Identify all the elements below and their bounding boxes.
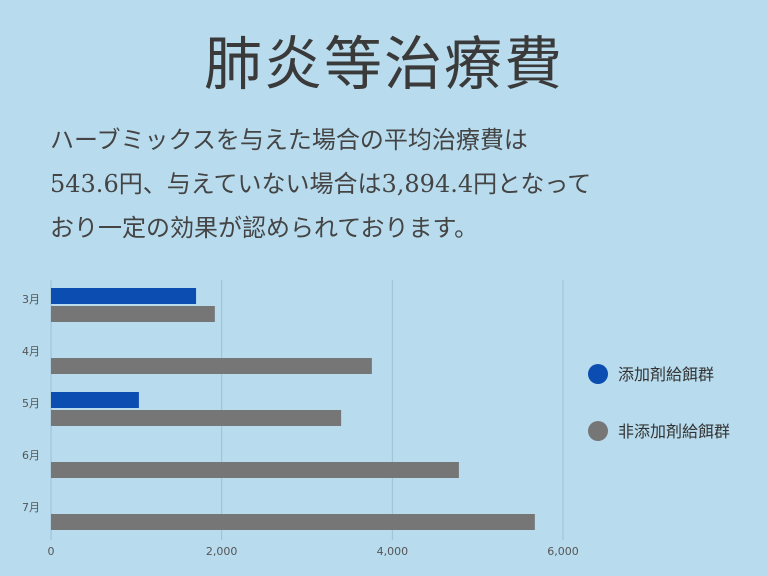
legend-marker — [588, 421, 608, 441]
bar-additive — [51, 288, 197, 304]
category-label: 7月 — [22, 501, 40, 514]
category-label: 6月 — [22, 449, 40, 462]
page-title: 肺炎等治療費 — [203, 30, 564, 98]
bar-non-additive — [51, 358, 372, 374]
x-tick-label: 0 — [48, 545, 55, 558]
x-tick-label: 4,000 — [377, 545, 409, 558]
description: ハーブミックスを与えた場合の平均治療費は 543.6円、与えていない場合は3,8… — [50, 118, 750, 250]
x-tick-label: 6,000 — [547, 545, 579, 558]
legend-marker — [588, 364, 608, 384]
description-line-2: 543.6円、与えていない場合は3,894.4円となって — [50, 170, 592, 198]
bar-additive — [51, 392, 139, 408]
category-label: 5月 — [22, 397, 40, 410]
bar-non-additive — [51, 410, 342, 426]
legend-label: 添加剤給餌群 — [618, 365, 714, 384]
category-label: 4月 — [22, 345, 40, 358]
bar-non-additive — [51, 306, 215, 322]
legend-label: 非添加剤給餌群 — [618, 422, 730, 441]
description-line-3: おり一定の効果が認められております。 — [50, 214, 479, 242]
category-label: 3月 — [22, 293, 40, 306]
bar-non-additive — [51, 514, 535, 530]
x-tick-label: 2,000 — [206, 545, 238, 558]
description-line-1: ハーブミックスを与えた場合の平均治療費は — [50, 126, 528, 154]
bar-non-additive — [51, 462, 459, 478]
